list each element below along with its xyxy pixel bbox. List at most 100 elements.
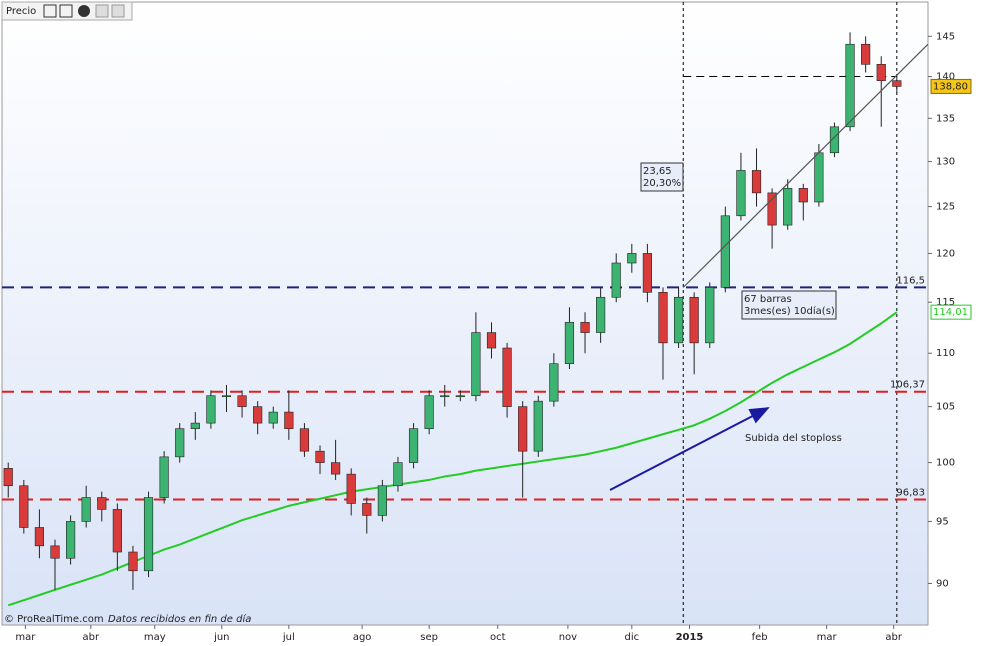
candle-body (642, 253, 652, 293)
candle-body (284, 411, 294, 429)
x-tick-label: 2015 (676, 632, 704, 643)
y-tick-label: 135 (936, 113, 955, 124)
candle-body (112, 509, 122, 553)
candle-body (580, 322, 590, 333)
ma-last-label: 114,01 (933, 307, 968, 318)
annotation-box (741, 290, 837, 320)
y-tick-label: 100 (936, 458, 955, 469)
y-tick-label: 125 (936, 202, 955, 213)
candle-body (455, 395, 465, 398)
candle-body (564, 322, 575, 365)
x-tick-label: sep (420, 632, 438, 643)
candle-body (315, 450, 325, 463)
annotation-text: 20,30% (643, 178, 681, 189)
x-tick-label: abr (83, 632, 100, 643)
candle-body (393, 462, 403, 487)
settings-icon[interactable] (43, 4, 57, 18)
candle-body (705, 287, 715, 344)
candle-body (377, 485, 387, 516)
candle-body (751, 170, 762, 194)
candle-body (268, 411, 278, 424)
window-icon[interactable] (59, 4, 73, 18)
x-tick-label: jun (213, 632, 229, 643)
x-tick-label: jul (282, 632, 295, 643)
candle-body (596, 296, 606, 333)
x-tick-label: oct (490, 632, 506, 643)
annotation-text: 3mes(es) 10día(s) (744, 305, 835, 317)
candle-body (814, 152, 824, 203)
candle-body (362, 503, 372, 516)
x-tick-label: mar (817, 632, 838, 643)
x-tick-label: dic (624, 632, 639, 643)
annotation-text: 67 barras (744, 294, 792, 305)
candle-body (518, 406, 528, 452)
level-label: 106,37 (890, 380, 925, 391)
candle-body (237, 395, 247, 407)
candle-body (861, 43, 871, 65)
candle-body (97, 497, 107, 510)
candle-body (331, 462, 341, 475)
candle-body (673, 296, 684, 344)
candle-body (736, 170, 746, 217)
y-tick-label: 140 (936, 72, 955, 83)
candle-body (299, 428, 310, 452)
moving-average (7, 311, 898, 607)
annotation-text: 23,65 (643, 166, 672, 177)
candle-body (876, 64, 886, 81)
note: Datos recibidos en fin de día (108, 613, 251, 625)
x-tick-label: ago (353, 632, 372, 643)
candle-body (34, 527, 45, 547)
candle-body (502, 347, 512, 407)
candle-body (798, 188, 808, 203)
candle-body (128, 551, 138, 572)
candle-body (66, 521, 76, 559)
candle-body (206, 395, 216, 424)
x-tick-label: abr (885, 632, 902, 643)
level-label: 116,5 (896, 275, 925, 286)
last-price-box (930, 78, 972, 94)
y-tick-label: 115 (936, 297, 955, 308)
candle-body (549, 363, 559, 402)
candle-body (533, 400, 543, 452)
ma-last-box (930, 304, 972, 320)
x-tick-label: nov (559, 632, 577, 643)
candle-body (720, 215, 730, 288)
candle-body (783, 188, 793, 226)
candle-body (611, 262, 621, 298)
candle-body (440, 395, 450, 398)
candle-body (159, 456, 169, 498)
up-icon[interactable] (95, 4, 109, 18)
candle-body (627, 253, 637, 264)
candle-body (19, 485, 29, 528)
candle-body (486, 332, 497, 349)
y-tick-label: 90 (936, 578, 949, 589)
chart-title: Precio (6, 6, 36, 17)
x-tick-label: feb (752, 632, 768, 643)
candle-body (845, 43, 855, 128)
trendline (682, 43, 929, 288)
candle-body (143, 497, 154, 572)
candle-body (658, 292, 668, 344)
candle-body (408, 428, 419, 463)
candle-body (81, 497, 91, 522)
candle-body (829, 126, 840, 154)
last-price-label: 138,80 (933, 81, 968, 92)
y-tick-label: 120 (936, 248, 955, 259)
candle-body (424, 395, 434, 429)
arrow (609, 407, 770, 491)
candle-body (221, 395, 232, 398)
y-tick-label: 145 (936, 31, 955, 42)
annotation-box (640, 162, 684, 192)
candle-body (471, 332, 481, 397)
y-tick-label: 110 (936, 348, 955, 359)
candle-body (346, 473, 356, 504)
candle-body (689, 296, 699, 344)
candle-body (190, 422, 200, 429)
source: © ProRealTime.com (4, 614, 104, 625)
close-icon[interactable] (78, 5, 90, 17)
down-icon[interactable] (111, 4, 125, 18)
x-tick-label: mar (15, 632, 36, 643)
candle-body (175, 428, 185, 458)
